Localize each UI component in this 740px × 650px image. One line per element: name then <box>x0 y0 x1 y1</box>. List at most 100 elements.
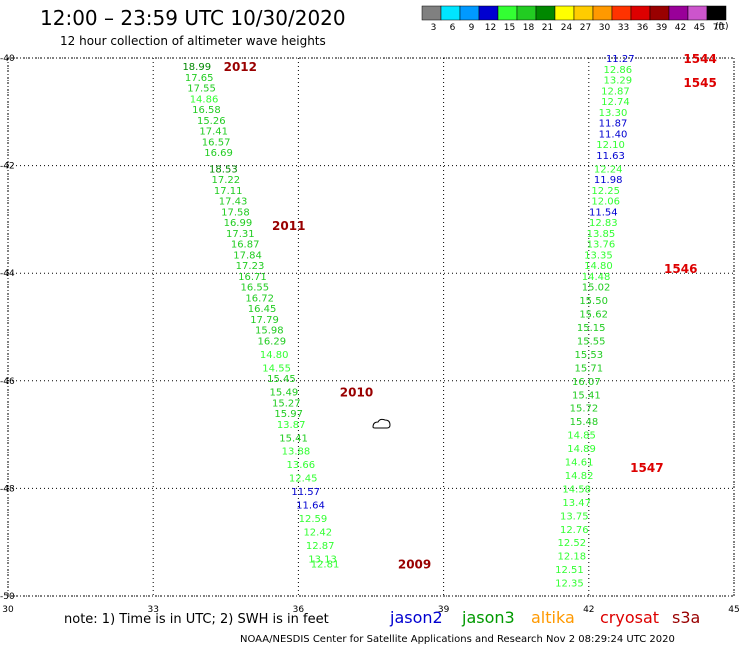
swh-point: 16.29 <box>257 336 286 347</box>
swh-point: 13.30 <box>599 108 628 119</box>
swh-point: 15.41 <box>572 390 601 401</box>
legend-swatch <box>516 5 537 21</box>
swh-point: 12.18 <box>558 552 587 563</box>
y-tick-label: -48 <box>0 484 15 494</box>
legend-tick-label: 24 <box>561 23 573 33</box>
swh-point: 16.87 <box>231 240 260 251</box>
swh-point: 12.87 <box>306 541 335 552</box>
y-tick-label: -50 <box>0 592 15 602</box>
legend-swatch <box>421 5 442 21</box>
sat-jason3-label: jason3 <box>462 608 515 627</box>
swh-point: 12.76 <box>560 525 589 536</box>
swh-point: 17.55 <box>187 84 216 95</box>
swh-point: 12.86 <box>604 65 633 76</box>
time-label: 2009 <box>398 558 431 572</box>
swh-point: 13.76 <box>587 240 616 251</box>
footer-credit: NOAA/NESDIS Center for Satellite Applica… <box>240 634 675 645</box>
sat-cryosat-label: cryosat <box>600 608 660 627</box>
swh-point: 14.82 <box>565 471 594 482</box>
swh-point: 15.62 <box>579 310 608 321</box>
swh-point: 12.10 <box>596 140 625 151</box>
legend-tick-label: 12 <box>485 23 496 33</box>
swh-point: 16.57 <box>202 137 231 148</box>
swh-point: 17.11 <box>214 186 243 197</box>
swh-point: 11.98 <box>594 175 623 186</box>
swh-point: 15.41 <box>279 433 308 444</box>
swh-point: 14.58 <box>562 484 591 495</box>
legend-swatch <box>649 5 670 21</box>
legend-tick-label: 15 <box>504 23 515 33</box>
x-tick-label: 39 <box>438 605 450 615</box>
swh-point: 11.27 <box>606 54 635 65</box>
swh-point: 16.07 <box>572 377 601 388</box>
legend-tick-label: 18 <box>523 23 535 33</box>
swh-point: 12.45 <box>289 474 318 485</box>
y-tick-label: -44 <box>0 269 15 279</box>
swh-point: 14.86 <box>190 94 219 105</box>
swh-point: 15.45 <box>267 374 296 385</box>
legend-tick-label: 6 <box>450 23 456 33</box>
swh-point: 13.66 <box>286 460 315 471</box>
swh-point: 15.72 <box>570 404 599 415</box>
time-labels: 2012 2011 2010 2009 1544 1545 1546 1547 <box>224 52 717 572</box>
swh-point: 12.74 <box>601 97 630 108</box>
swh-point: 14.61 <box>565 458 594 469</box>
swh-point: 15.55 <box>577 336 606 347</box>
swh-point: 14.85 <box>567 431 596 442</box>
swh-point: 15.50 <box>579 296 608 307</box>
time-label: 1547 <box>630 461 663 475</box>
swh-point: 17.84 <box>233 250 262 261</box>
swh-point: 12.87 <box>601 86 630 97</box>
legend-swatch <box>573 5 594 21</box>
swh-point: 17.23 <box>236 261 265 272</box>
footer-note: note: 1) Time is in UTC; 2) SWH is in fe… <box>64 612 329 627</box>
swh-point: 15.27 <box>272 398 301 409</box>
swh-point: 15.53 <box>574 350 603 361</box>
swh-point: 12.59 <box>299 514 328 525</box>
swh-point: 13.13 <box>308 554 337 565</box>
swh-point: 12.25 <box>591 186 620 197</box>
swh-point: 16.69 <box>204 148 233 159</box>
legend-tick-label: 27 <box>580 23 591 33</box>
time-label: 1546 <box>664 262 697 276</box>
data-points: 18.9917.6517.5514.8616.5815.2617.4116.57… <box>182 54 634 590</box>
swh-point: 13.85 <box>587 229 616 240</box>
legend-swatch <box>535 5 556 21</box>
swh-point: 14.55 <box>262 363 291 374</box>
swh-point: 12.52 <box>558 538 587 549</box>
swh-point: 17.43 <box>219 197 248 208</box>
swh-point: 12.83 <box>589 218 618 229</box>
swh-point: 14.80 <box>584 261 613 272</box>
swh-point: 18.99 <box>182 62 211 73</box>
cloud-icon <box>372 418 391 429</box>
time-label: 1545 <box>683 76 716 90</box>
x-tick-label: 45 <box>728 605 739 615</box>
swh-point: 17.22 <box>211 175 240 186</box>
legend-tick-label: 42 <box>675 23 686 33</box>
swh-point: 17.31 <box>226 229 255 240</box>
legend-swatch <box>554 5 575 21</box>
chart-grid <box>7 57 735 597</box>
legend-swatch <box>592 5 613 21</box>
sat-altika-label: altika <box>531 608 575 627</box>
chart-subtitle: 12 hour collection of altimeter wave hei… <box>60 34 326 48</box>
swh-point: 15.15 <box>577 323 606 334</box>
swh-point: 12.35 <box>555 579 584 590</box>
color-legend: 3 6 9 12 15 18 21 24 27 30 33 36 39 42 45 70 <box>421 5 727 33</box>
time-label: 2012 <box>224 60 257 74</box>
y-tick-label: -42 <box>0 162 15 172</box>
time-label: 1544 <box>683 52 716 66</box>
swh-point: 14.48 <box>582 272 611 283</box>
legend-swatch <box>611 5 632 21</box>
swh-point: 15.71 <box>574 363 603 374</box>
time-label: 2010 <box>340 386 373 400</box>
legend-swatch <box>497 5 518 21</box>
legend-swatch <box>706 5 727 21</box>
swh-point: 16.72 <box>245 293 274 304</box>
swh-point: 15.98 <box>255 326 284 337</box>
legend-swatch <box>687 5 708 21</box>
time-label: 2011 <box>272 219 305 233</box>
legend-swatch <box>668 5 689 21</box>
y-tick-label: -40 <box>0 54 15 64</box>
swh-point: 16.58 <box>192 105 221 116</box>
